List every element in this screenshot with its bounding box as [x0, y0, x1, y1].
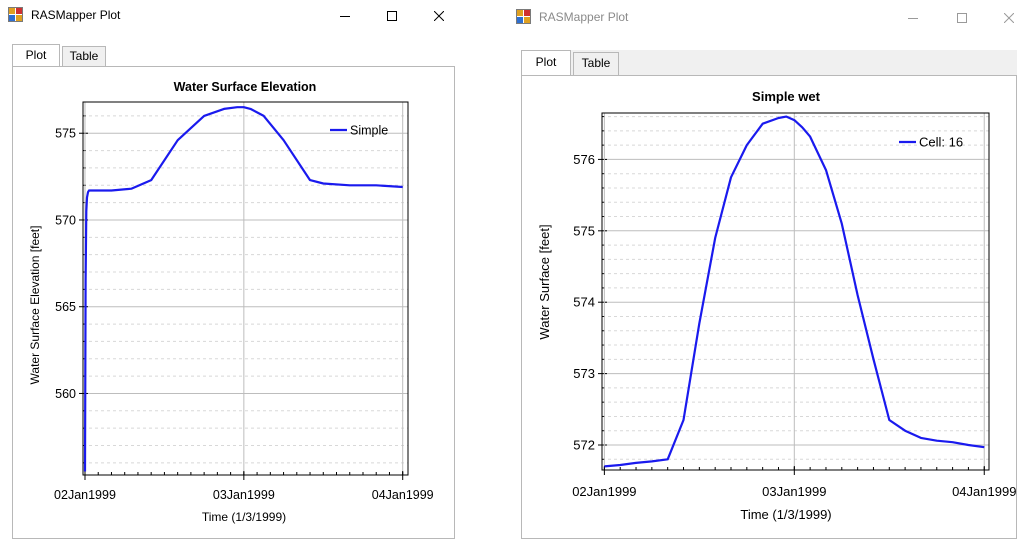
chart-title: Water Surface Elevation [174, 80, 317, 94]
plot-window-2: RASMapper Plot Plot Table Simple wet Wat… [508, 0, 1017, 539]
y-tick-label: 576 [573, 152, 595, 167]
y-tick-label: 575 [55, 127, 76, 141]
plot-window-1: RASMapper Plot Plot Table Water Surface … [0, 0, 462, 539]
plot-area-frame [82, 101, 409, 476]
plot-area-frame [601, 112, 990, 471]
window-title: RASMapper Plot [539, 10, 629, 24]
y-tick-label: 560 [55, 387, 76, 401]
x-tick-label: 04Jan1999 [952, 484, 1016, 499]
tab-plot[interactable]: Plot [12, 44, 60, 66]
y-tick-label: 574 [573, 295, 595, 310]
chart-water-surface-elevation: Water Surface Elevation Water Surface El… [28, 80, 434, 524]
title-bar[interactable]: RASMapper Plot [0, 0, 462, 32]
x-tick-label: 03Jan1999 [213, 488, 275, 502]
x-tick-label: 04Jan1999 [372, 488, 434, 502]
y-tick-label: 572 [573, 438, 595, 453]
y-axis-label: Water Surface [feet] [537, 224, 552, 339]
minimize-icon [908, 18, 918, 19]
legend-label: Simple [350, 124, 388, 138]
y-tick-label: 570 [55, 213, 76, 227]
tab-plot[interactable]: Plot [521, 50, 571, 75]
x-tick-label: 02Jan1999 [54, 488, 116, 502]
minimize-button[interactable] [322, 0, 368, 32]
app-icon [516, 9, 532, 25]
y-tick-label: 573 [573, 366, 595, 381]
title-bar[interactable]: RASMapper Plot [508, 0, 1017, 32]
app-icon [8, 7, 24, 23]
legend-label: Cell: 16 [919, 135, 963, 150]
y-tick-label: 575 [573, 223, 595, 238]
series-line [604, 115, 985, 468]
close-icon [1004, 13, 1014, 23]
x-axis-label: Time (1/3/1999) [202, 510, 286, 524]
x-tick-label: 02Jan1999 [572, 484, 636, 499]
x-tick-label: 03Jan1999 [762, 484, 826, 499]
window-title: RASMapper Plot [31, 8, 121, 22]
tab-strip: Plot Table [12, 44, 452, 66]
maximize-button[interactable] [939, 2, 985, 34]
close-icon [434, 11, 444, 21]
maximize-icon [387, 11, 397, 21]
tab-table[interactable]: Table [62, 46, 106, 66]
maximize-icon [957, 13, 967, 23]
minimize-button[interactable] [890, 2, 936, 34]
close-button[interactable] [416, 0, 462, 32]
chart-simple-wet: Simple wet Water Surface [feet] Time (1/… [537, 89, 1016, 522]
plot-panel: Water Surface Elevation Water Surface El… [12, 66, 455, 539]
maximize-button[interactable] [369, 0, 415, 32]
series-line [83, 106, 403, 472]
y-tick-label: 565 [55, 300, 76, 314]
plot-panel: Simple wet Water Surface [feet] Time (1/… [521, 75, 1017, 539]
close-button[interactable] [986, 2, 1017, 34]
y-axis-label: Water Surface Elevation [feet] [28, 226, 42, 385]
chart-title: Simple wet [752, 89, 821, 104]
tab-table[interactable]: Table [573, 52, 619, 75]
x-axis-label: Time (1/3/1999) [740, 507, 831, 522]
tab-strip: Plot Table [521, 50, 1017, 75]
minimize-icon [340, 16, 350, 17]
